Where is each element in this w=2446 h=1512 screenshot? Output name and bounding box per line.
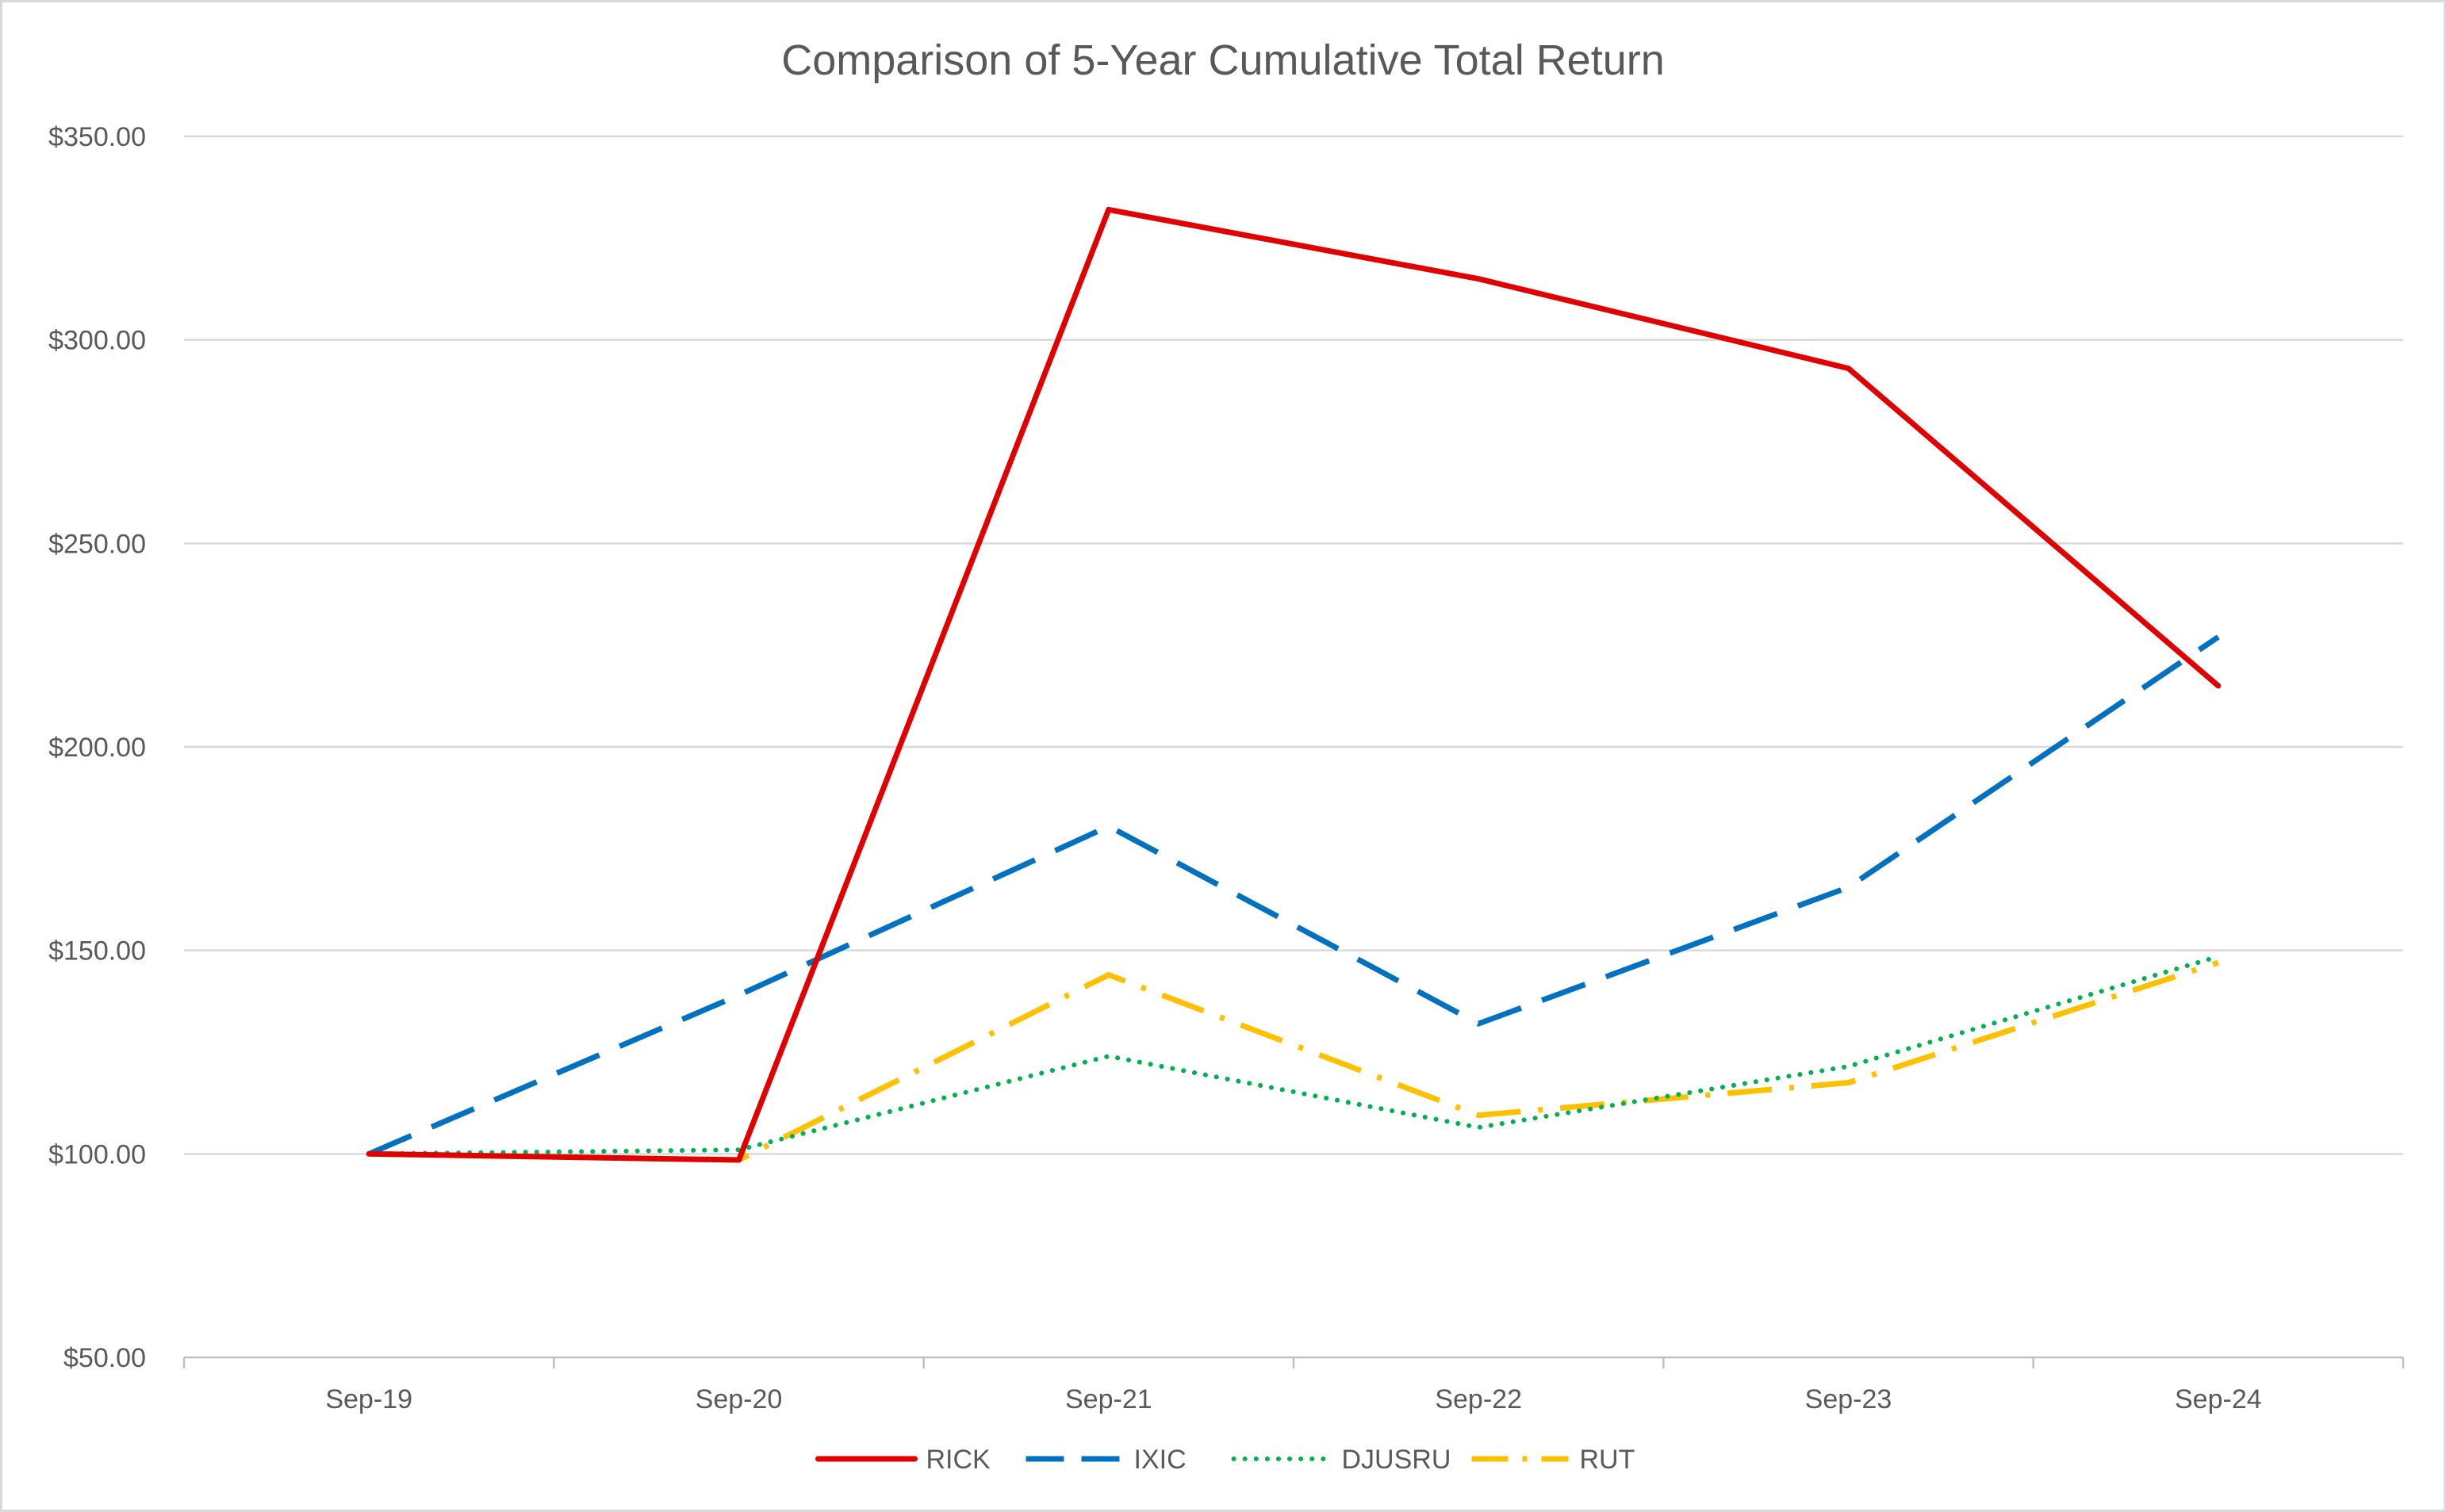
y-tick-label: $250.00 — [48, 529, 146, 559]
x-tick-label: Sep-24 — [2175, 1384, 2262, 1414]
x-tick-label: Sep-23 — [1805, 1384, 1892, 1414]
series-line-rut — [369, 959, 2219, 1163]
legend-label-rut: RUT — [1580, 1445, 1635, 1475]
legend: RICK IXIC DJUSRU RUT — [815, 1445, 1635, 1475]
gridlines — [184, 135, 2403, 1155]
y-tick-label: $300.00 — [48, 326, 146, 356]
series-line-djusru — [366, 954, 2221, 1157]
y-axis-tick-labels: $350.00 $300.00 $250.00 $200.00 $150.00 $100.… — [48, 122, 146, 1373]
chart-title: Comparison of 5-Year Cumulative Total Re… — [781, 36, 1665, 84]
series-lines — [366, 206, 2222, 1163]
y-tick-label: $50.00 — [63, 1343, 146, 1373]
x-tick-label: Sep-22 — [1435, 1384, 1522, 1414]
x-tick-label: Sep-20 — [696, 1384, 783, 1414]
x-tick-label: Sep-19 — [325, 1384, 412, 1414]
x-axis — [182, 1356, 2405, 1368]
y-tick-label: $350.00 — [48, 122, 146, 152]
x-tick-label: Sep-21 — [1065, 1384, 1152, 1414]
series-line-rick — [366, 206, 2222, 1163]
y-tick-label: $100.00 — [48, 1139, 146, 1169]
legend-label-djusru: DJUSRU — [1342, 1445, 1451, 1475]
y-tick-label: $200.00 — [48, 733, 146, 763]
y-tick-label: $150.00 — [48, 936, 146, 967]
legend-label-ixic: IXIC — [1134, 1445, 1187, 1475]
legend-label-rick: RICK — [926, 1445, 991, 1475]
x-axis-tick-labels: Sep-19 Sep-20 Sep-21 Sep-22 Sep-23 Sep-24 — [325, 1384, 2261, 1414]
